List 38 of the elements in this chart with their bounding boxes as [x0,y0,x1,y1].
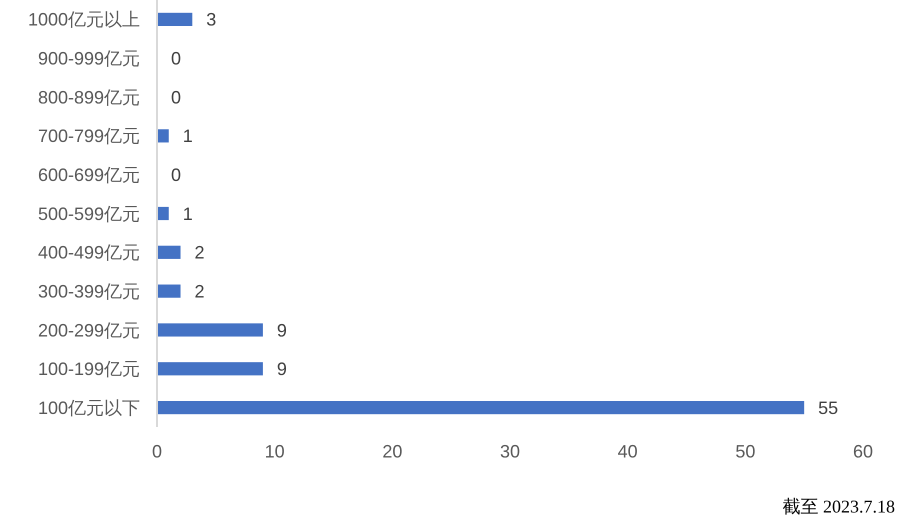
y-tick-label: 100-199亿元 [38,359,140,380]
y-tick-label: 200-299亿元 [38,320,140,340]
bar [157,12,192,26]
y-tick-label: 400-499亿元 [38,242,140,263]
x-tick-label: 10 [264,441,285,462]
data-label: 9 [276,320,287,340]
y-tick-label: 300-399亿元 [38,281,140,302]
bar [157,362,263,376]
x-tick-label: 50 [735,441,756,462]
x-tick-label: 20 [382,441,402,462]
data-label: 1 [182,126,193,146]
y-tick-label: 700-799亿元 [38,126,140,146]
bar [157,284,181,298]
y-tick-label: 1000亿元以上 [28,10,140,30]
data-label: 9 [276,359,287,380]
y-tick-label: 900-999亿元 [38,48,140,69]
data-label: 0 [171,48,182,69]
data-label: 2 [194,242,205,263]
text: 截至 2023.7.18 [782,496,895,516]
data-label: 1 [182,204,193,224]
y-tick-label: 800-899亿元 [38,87,140,108]
bar [157,323,263,337]
data-label: 55 [818,398,838,418]
x-tick-label: 30 [500,441,520,462]
data-label: 0 [171,164,182,185]
x-tick-label: 40 [618,441,638,462]
x-tick-label: 60 [852,441,874,462]
data-label: 2 [194,281,205,302]
y-tick-label: 100亿元以下 [38,398,140,418]
bar [157,400,804,414]
bar [157,129,169,142]
bar [157,246,181,259]
x-tick-label: 0 [152,441,162,462]
y-tick-label: 500-599亿元 [38,204,140,224]
bar [157,206,169,220]
y-tick-label: 600-699亿元 [38,164,140,185]
data-label: 3 [206,10,216,30]
data-label: 0 [171,87,182,108]
